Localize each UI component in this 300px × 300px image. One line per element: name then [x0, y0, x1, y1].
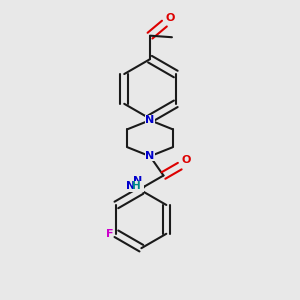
Text: F: F	[106, 230, 114, 239]
Text: NH: NH	[126, 181, 143, 191]
Text: N: N	[127, 181, 136, 191]
Text: H: H	[134, 181, 142, 191]
Text: N: N	[146, 151, 154, 161]
Text: H: H	[132, 181, 140, 191]
FancyBboxPatch shape	[123, 181, 143, 192]
Text: N: N	[146, 115, 154, 125]
Text: O: O	[166, 13, 175, 22]
Text: N: N	[134, 176, 142, 186]
Text: N: N	[135, 181, 143, 191]
Text: O: O	[181, 155, 190, 166]
